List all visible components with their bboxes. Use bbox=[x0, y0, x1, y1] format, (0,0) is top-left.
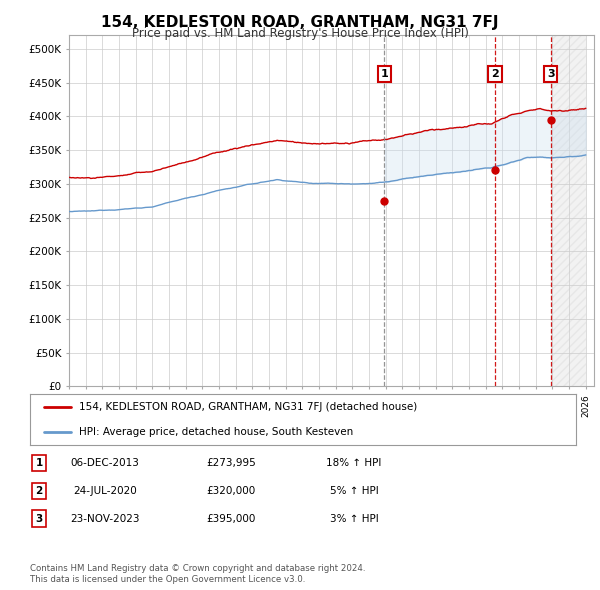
Text: £273,995: £273,995 bbox=[206, 458, 256, 468]
Text: £395,000: £395,000 bbox=[206, 514, 256, 523]
Text: 5% ↑ HPI: 5% ↑ HPI bbox=[329, 486, 379, 496]
Text: 1: 1 bbox=[380, 69, 388, 79]
Text: 3% ↑ HPI: 3% ↑ HPI bbox=[329, 514, 379, 523]
Text: Price paid vs. HM Land Registry's House Price Index (HPI): Price paid vs. HM Land Registry's House … bbox=[131, 27, 469, 40]
Text: Contains HM Land Registry data © Crown copyright and database right 2024.: Contains HM Land Registry data © Crown c… bbox=[30, 565, 365, 573]
Text: 2: 2 bbox=[35, 486, 43, 496]
Text: 18% ↑ HPI: 18% ↑ HPI bbox=[326, 458, 382, 468]
Text: 06-DEC-2013: 06-DEC-2013 bbox=[71, 458, 139, 468]
Text: 154, KEDLESTON ROAD, GRANTHAM, NG31 7FJ (detached house): 154, KEDLESTON ROAD, GRANTHAM, NG31 7FJ … bbox=[79, 402, 418, 411]
Text: 2: 2 bbox=[491, 69, 499, 79]
Text: £320,000: £320,000 bbox=[206, 486, 256, 496]
Text: 3: 3 bbox=[35, 514, 43, 523]
Text: HPI: Average price, detached house, South Kesteven: HPI: Average price, detached house, Sout… bbox=[79, 428, 353, 437]
Text: 23-NOV-2023: 23-NOV-2023 bbox=[70, 514, 140, 523]
Text: 24-JUL-2020: 24-JUL-2020 bbox=[73, 486, 137, 496]
Text: 154, KEDLESTON ROAD, GRANTHAM, NG31 7FJ: 154, KEDLESTON ROAD, GRANTHAM, NG31 7FJ bbox=[101, 15, 499, 30]
Text: 1: 1 bbox=[35, 458, 43, 468]
Text: 3: 3 bbox=[547, 69, 554, 79]
Text: This data is licensed under the Open Government Licence v3.0.: This data is licensed under the Open Gov… bbox=[30, 575, 305, 584]
